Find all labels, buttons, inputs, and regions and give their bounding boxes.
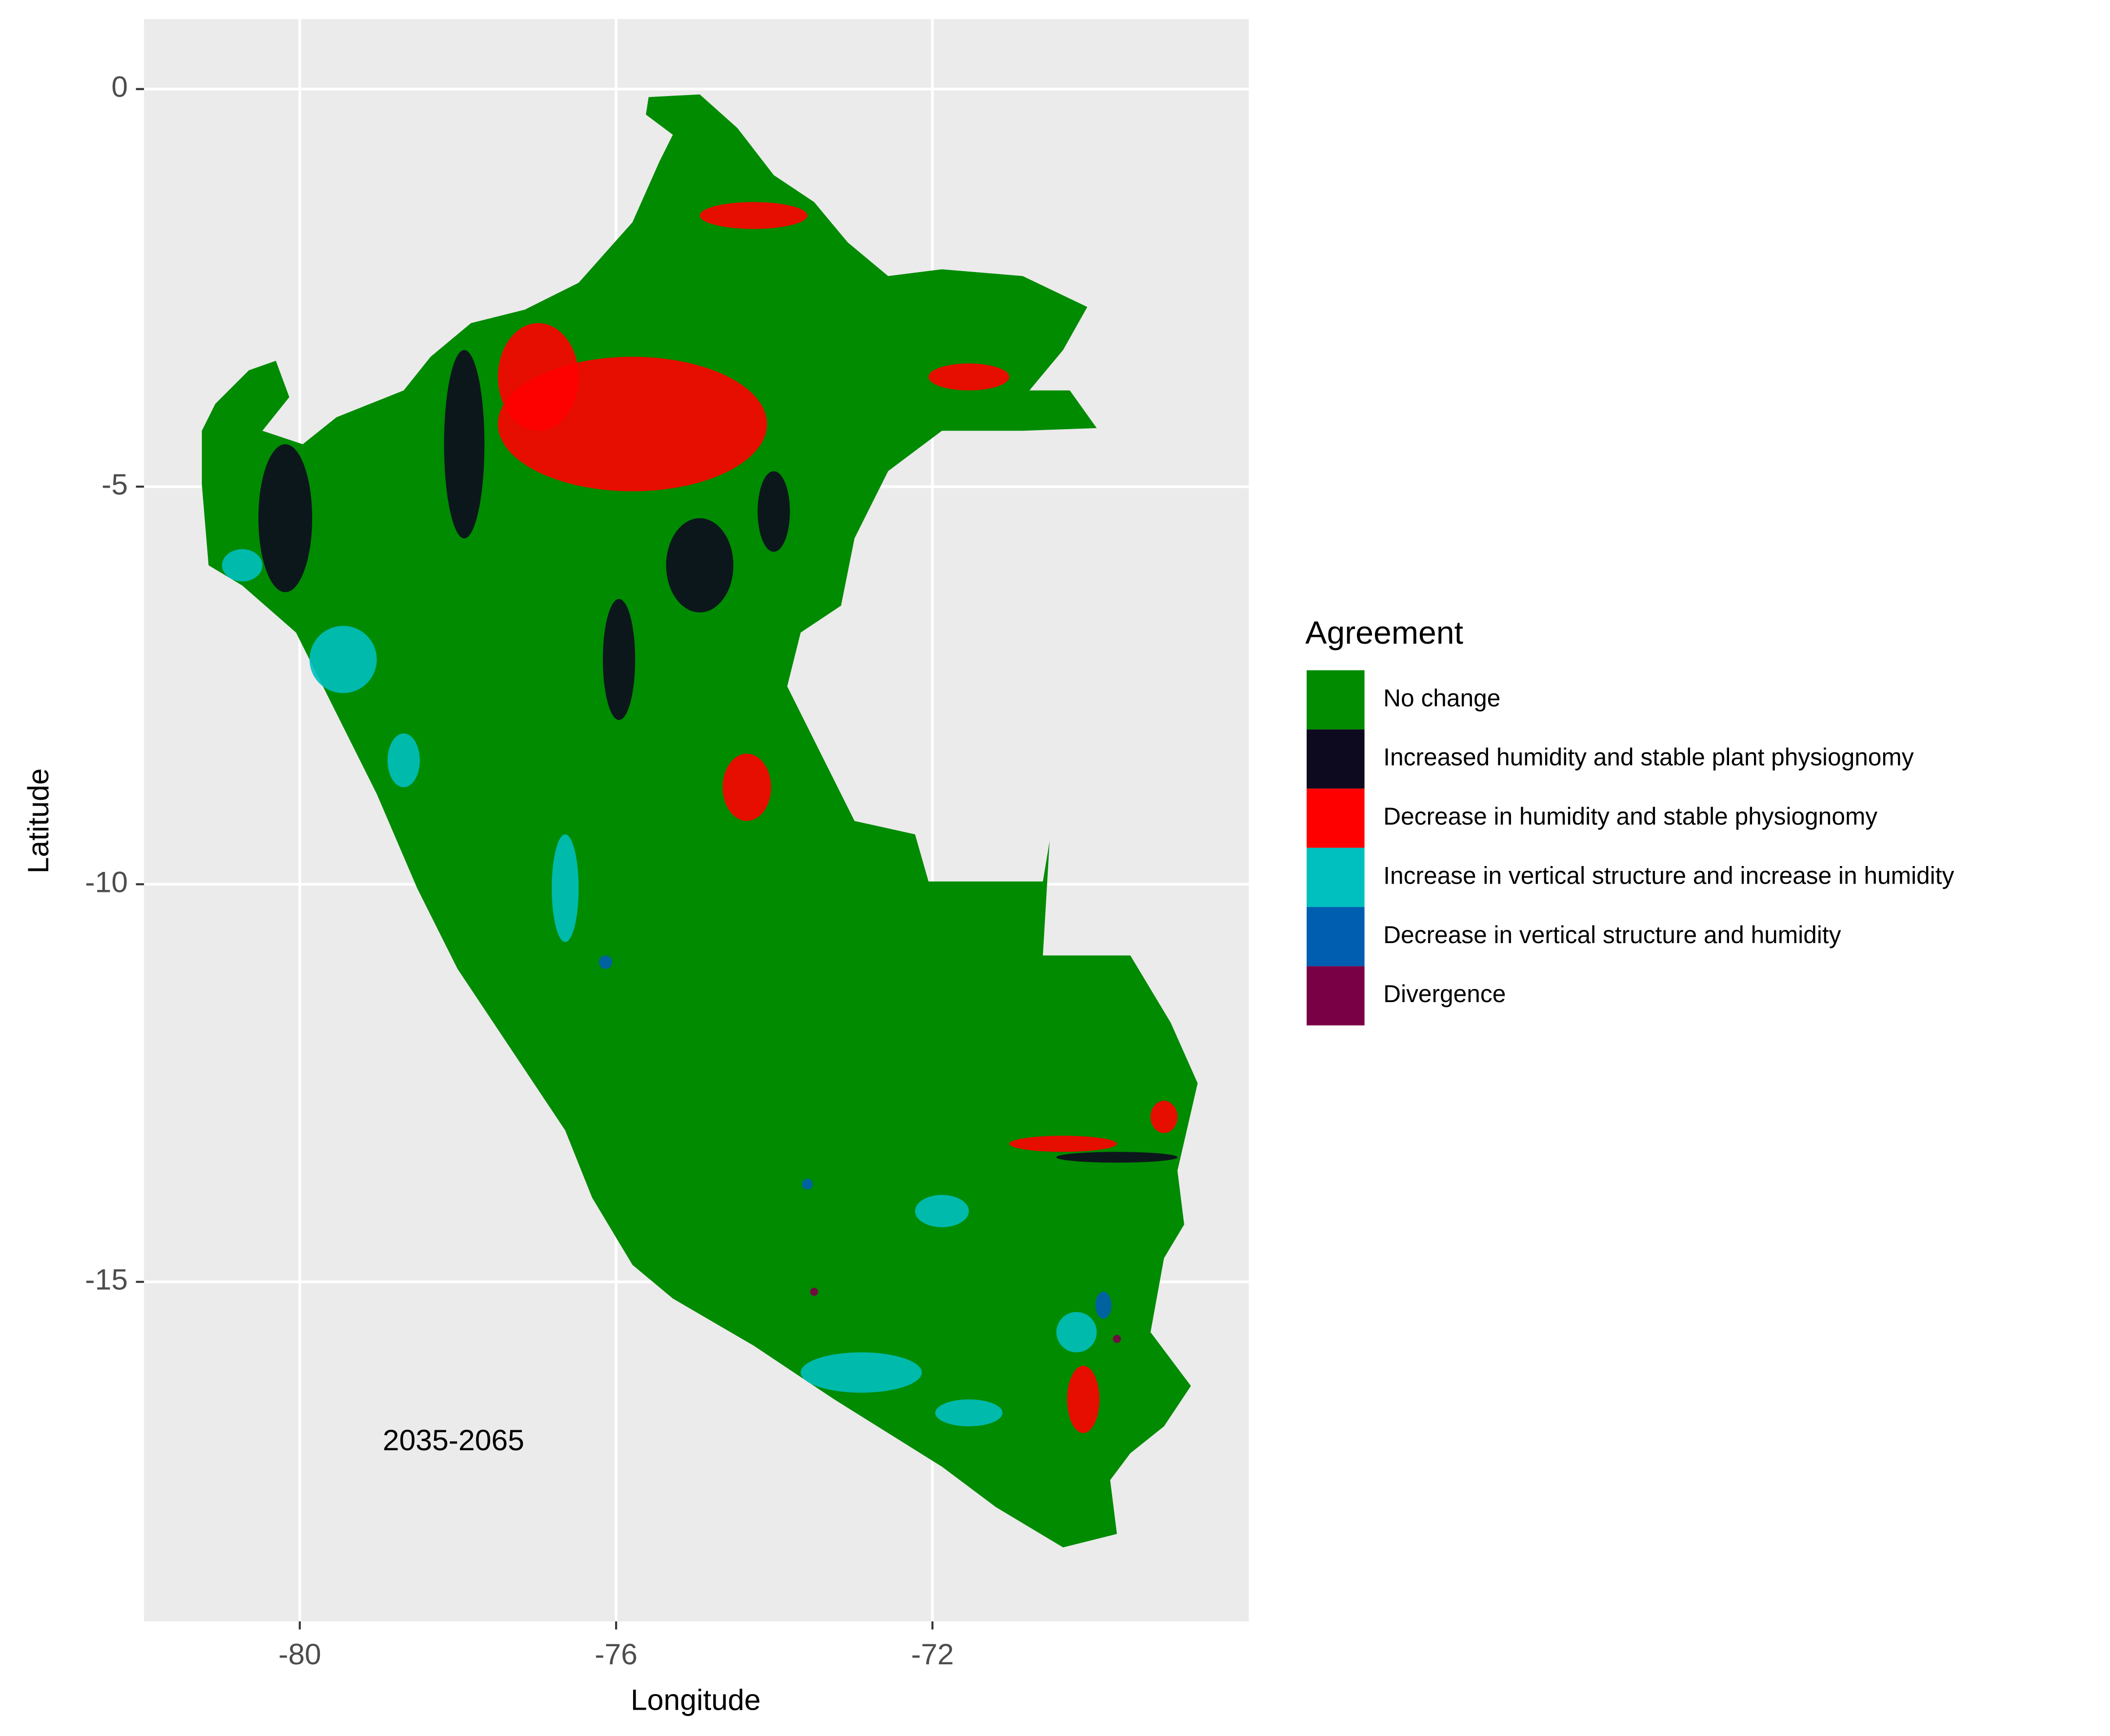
y-tick-label: -5 [101, 468, 128, 501]
class-patch [722, 753, 771, 821]
class-patch [552, 834, 579, 942]
legend-key [1306, 848, 1365, 907]
class-patch [699, 202, 808, 229]
legend-key [1306, 670, 1365, 730]
class-patch [935, 1399, 1003, 1426]
class-patch [1009, 1136, 1117, 1152]
class-patch [1056, 1312, 1097, 1353]
class-patch [1067, 1365, 1100, 1433]
legend-key [1306, 789, 1365, 848]
class-patch [915, 1195, 969, 1227]
class-patch [1150, 1101, 1178, 1133]
class-patch [222, 549, 262, 582]
class-patch [802, 1179, 813, 1190]
class-patch [309, 626, 377, 693]
class-patch [444, 350, 485, 539]
annotation: 2035-2065 [383, 1423, 524, 1457]
class-patch [810, 1287, 818, 1296]
class-patch [258, 444, 313, 592]
legend-label: Increase in vertical structure and incre… [1383, 862, 1954, 889]
legend-key [1306, 729, 1365, 789]
legend-label: Decrease in vertical structure and humid… [1383, 921, 1841, 948]
x-tick-label: -72 [911, 1637, 954, 1671]
legend-label: Decrease in humidity and stable physiogn… [1383, 803, 1877, 830]
y-tick-label: -10 [85, 865, 128, 898]
y-tick-label: 0 [111, 70, 128, 103]
class-patch [1056, 1152, 1178, 1163]
y-tick-label: -15 [85, 1263, 128, 1296]
map [201, 94, 1198, 1548]
legend-key [1306, 907, 1365, 967]
class-patch [800, 1352, 922, 1393]
class-patch [1095, 1292, 1112, 1319]
x-axis-title: Longitude [631, 1683, 761, 1716]
class-patch [757, 471, 790, 552]
x-tick-label: -76 [595, 1637, 637, 1671]
legend-label: Increased humidity and stable plant phys… [1383, 744, 1914, 771]
class-patch [928, 363, 1010, 391]
class-patch [666, 518, 734, 612]
class-patch [498, 323, 579, 431]
y-axis-title: Latitude [21, 768, 55, 873]
class-patch [387, 733, 420, 788]
class-patch [598, 955, 613, 969]
legend-key [1306, 966, 1365, 1026]
class-patch [1113, 1335, 1121, 1343]
x-tick-label: -80 [279, 1637, 321, 1671]
legend-label: Divergence [1383, 980, 1506, 1007]
class-patch [603, 599, 636, 720]
legend-label: No change [1383, 684, 1500, 711]
legend-title: Agreement [1305, 615, 1463, 651]
